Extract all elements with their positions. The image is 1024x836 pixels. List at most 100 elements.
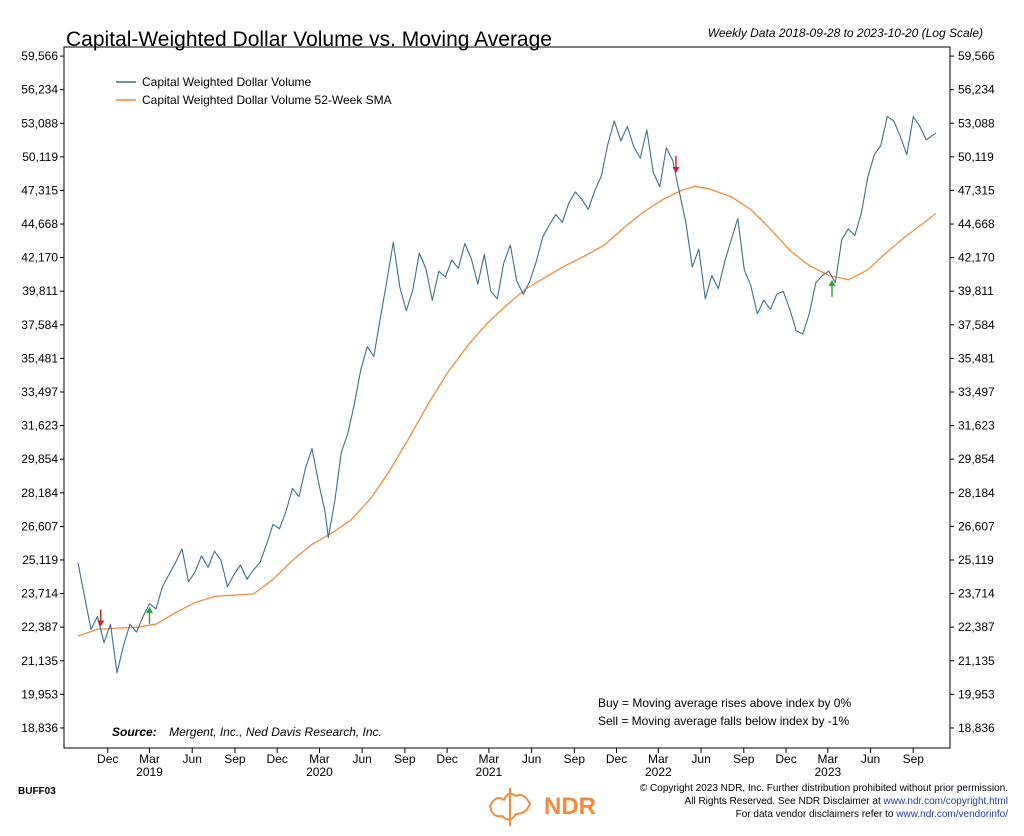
source-note: Source: Mergent, Inc., Ned Davis Researc… [112, 723, 382, 740]
y-tick-label-left: 39,811 [22, 284, 58, 298]
x-tick-label: Mar [479, 752, 500, 766]
y-tick-label-right: 44,668 [958, 217, 995, 231]
plot-frame [63, 46, 951, 749]
y-tick-label-left: 23,714 [21, 587, 58, 601]
y-tick-label-left: 22,387 [21, 620, 58, 634]
series-layer [77, 116, 937, 674]
x-tick-label: Mar [817, 752, 838, 766]
y-tick-label-right: 25,119 [958, 553, 994, 567]
y-tick-label-left: 31,623 [21, 419, 58, 433]
sell-rule-note: Sell = Moving average falls below index … [598, 714, 849, 728]
x-year-label: 2022 [645, 765, 672, 779]
y-tick-label-left: 50,119 [22, 150, 58, 164]
series-line-sma [77, 185, 937, 637]
y-tick-label-right: 50,119 [958, 150, 994, 164]
y-tick-label-right: 28,184 [958, 486, 995, 500]
copyright-line-1: © Copyright 2023 NDR, Inc. Further distr… [639, 783, 1008, 794]
y-tick-label-right: 35,481 [958, 351, 995, 365]
x-tick-label: Mar [309, 752, 330, 766]
y-tick-label-right: 19,953 [958, 687, 995, 701]
x-tick-label: Sep [394, 752, 416, 766]
y-tick-label-right: 18,836 [958, 721, 995, 735]
y-tick-label-left: 56,234 [21, 83, 58, 97]
y-tick-label-left: 53,088 [21, 116, 58, 130]
x-tick-label: Sep [564, 752, 586, 766]
copyright-line-3-text: For data vendor disclaimers refer to [735, 809, 897, 820]
x-tick-label: Jun [691, 752, 710, 766]
y-axis-right: 18,836 19,953 21,135 22,387 23,714 25,119 26,6… [950, 49, 995, 735]
x-tick-label: Dec [775, 752, 796, 766]
y-tick-label-right: 29,854 [958, 452, 995, 466]
y-tick-label-right: 47,315 [958, 183, 995, 197]
copyright-line-3: For data vendor disclaimers refer to www… [640, 808, 1008, 821]
chart-code: BUFF03 [18, 786, 56, 797]
copyright-line-2-text: All Rights Reserved. See NDR Disclaimer … [684, 796, 884, 807]
y-tick-label-left: 33,497 [21, 385, 58, 399]
y-tick-label-right: 21,135 [958, 654, 995, 668]
y-tick-label-left: 42,170 [21, 251, 58, 265]
y-tick-label-right: 33,497 [958, 385, 995, 399]
y-tick-label-left: 37,584 [21, 318, 58, 332]
y-tick-label-right: 22,387 [958, 620, 995, 634]
y-tick-label-left: 47,315 [21, 183, 58, 197]
x-year-label: 2023 [814, 765, 841, 779]
legend: Capital Weighted Dollar Volume Capital W… [116, 75, 392, 107]
y-tick-label-left: 59,566 [21, 49, 58, 63]
x-tick-label: Jun [183, 752, 202, 766]
x-year-label: 2021 [476, 765, 503, 779]
y-tick-label-left: 21,135 [21, 654, 58, 668]
x-tick-label: Mar [139, 752, 160, 766]
x-year-label: 2020 [306, 765, 333, 779]
buy-rule-note: Buy = Moving average rises above index b… [598, 696, 851, 710]
copyright-line-2: All Rights Reserved. See NDR Disclaimer … [640, 795, 1008, 808]
signal-layer [97, 156, 836, 627]
logo-text: NDR [544, 793, 596, 820]
y-tick-label-right: 37,584 [958, 318, 995, 332]
x-tick-label: Jun [861, 752, 880, 766]
y-tick-label-left: 25,119 [22, 553, 58, 567]
x-tick-label: Jun [352, 752, 371, 766]
x-tick-label: Dec [97, 752, 118, 766]
chart-subtitle: Weekly Data 2018-09-28 to 2023-10-20 (Lo… [708, 26, 983, 40]
y-tick-label-left: 19,953 [21, 687, 58, 701]
y-tick-label-left: 44,668 [21, 217, 58, 231]
x-tick-label: Dec [267, 752, 288, 766]
source-label: Source: [112, 725, 157, 739]
legend-label-volume: Capital Weighted Dollar Volume [142, 75, 312, 89]
x-tick-label: Mar [648, 752, 669, 766]
vendor-info-link[interactable]: www.ndr.com/vendorinfo/ [896, 809, 1008, 820]
y-tick-label-right: 42,170 [958, 251, 995, 265]
source-text: Mergent, Inc., Ned Davis Research, Inc. [169, 725, 382, 739]
y-tick-label-right: 56,234 [958, 83, 995, 97]
y-tick-label-right: 31,623 [958, 419, 995, 433]
x-tick-label: Jun [522, 752, 541, 766]
y-tick-label-left: 29,854 [21, 452, 58, 466]
series-line-volume [77, 116, 937, 674]
y-axis-left: 18,836 19,953 21,135 22,387 23,714 25,119 26,6… [21, 49, 64, 735]
buy-arrow-icon [828, 279, 836, 286]
y-tick-label-left: 28,184 [21, 486, 58, 500]
y-tick-label-right: 39,811 [958, 284, 994, 298]
x-tick-label: Dec [606, 752, 627, 766]
bull-bear-mark-icon [488, 788, 532, 826]
copyright-block: © Copyright 2023 NDR, Inc. Further distr… [640, 782, 1008, 821]
y-tick-label-right: 59,566 [958, 49, 995, 63]
x-tick-label: Sep [903, 752, 925, 766]
x-tick-label: Sep [733, 752, 755, 766]
y-tick-label-right: 23,714 [958, 587, 995, 601]
x-year-label: 2019 [136, 765, 163, 779]
sell-arrow-icon [97, 620, 105, 627]
x-axis: Dec Mar Jun Sep Dec Mar Jun Sep Dec Mar Jun Sep Dec M… [97, 748, 924, 779]
copyright-link[interactable]: www.ndr.com/copyright.html [883, 796, 1009, 807]
y-tick-label-right: 26,607 [958, 519, 995, 533]
chart: 18,836 19,953 21,135 22,387 23,714 25,119 26,6… [21, 26, 995, 779]
chart-title: Capital-Weighted Dollar Volume vs. Movin… [66, 28, 552, 51]
y-tick-label-left: 26,607 [21, 519, 58, 533]
y-tick-label-left: 18,836 [21, 721, 58, 735]
x-tick-label: Dec [436, 752, 457, 766]
y-tick-label-right: 53,088 [958, 116, 995, 130]
sell-arrow-icon [672, 167, 680, 174]
y-tick-label-left: 35,481 [21, 351, 58, 365]
buy-arrow-icon [146, 606, 153, 613]
legend-label-sma: Capital Weighted Dollar Volume 52-Week S… [142, 93, 392, 107]
